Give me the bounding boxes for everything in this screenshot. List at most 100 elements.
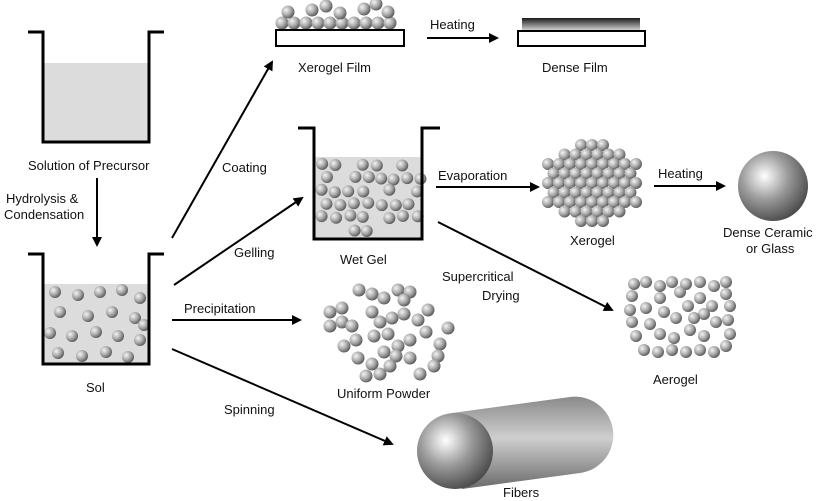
dense-ceramic-label-1: Dense Ceramic	[723, 225, 813, 240]
particle	[597, 215, 609, 227]
particle	[373, 315, 387, 329]
particle	[44, 327, 56, 339]
particle	[688, 312, 700, 324]
solution-label: Solution of Precursor	[28, 158, 150, 173]
uniform-powder-label: Uniform Powder	[337, 386, 431, 401]
particle	[558, 167, 571, 180]
particle	[580, 186, 593, 199]
particle	[569, 148, 582, 161]
particle	[441, 321, 455, 335]
particle	[553, 196, 565, 208]
particle	[694, 344, 706, 356]
particle	[383, 183, 396, 196]
particle	[287, 16, 301, 30]
particle	[315, 183, 328, 196]
particle	[348, 224, 361, 237]
particle	[138, 319, 150, 331]
particle	[352, 283, 366, 297]
particle	[575, 215, 587, 227]
particle	[569, 167, 582, 180]
particle	[684, 324, 696, 336]
particle	[305, 3, 319, 17]
particle	[580, 205, 593, 218]
particle	[389, 349, 403, 363]
particle	[315, 210, 328, 223]
particle	[547, 167, 560, 180]
particle	[377, 345, 391, 359]
particle	[564, 196, 576, 208]
particle	[333, 6, 347, 20]
particle	[106, 306, 118, 318]
particle	[371, 16, 385, 30]
particle	[90, 326, 102, 338]
particle	[553, 158, 565, 170]
coating-label: Coating	[222, 160, 267, 175]
aerogel-label: Aerogel	[653, 372, 698, 387]
particle	[100, 346, 112, 358]
particle	[385, 311, 399, 325]
spinning-arrow	[171, 348, 394, 446]
particle	[698, 330, 710, 342]
particle	[613, 205, 626, 218]
particle	[640, 276, 652, 288]
particle	[602, 186, 615, 199]
particle	[347, 16, 361, 30]
particle	[602, 148, 615, 161]
dense-film	[517, 18, 646, 47]
particle	[624, 167, 637, 180]
particle	[397, 307, 411, 321]
particle	[330, 211, 343, 224]
uniform-powder-particles	[323, 283, 455, 383]
particle	[694, 276, 706, 288]
particle	[628, 278, 640, 290]
particle	[370, 159, 383, 172]
particle	[356, 158, 369, 171]
particle	[383, 16, 397, 30]
particle	[654, 280, 666, 292]
particle	[383, 359, 397, 373]
supercritical-arrow	[437, 221, 614, 311]
particle	[396, 159, 409, 172]
particle	[542, 158, 554, 170]
particle	[360, 224, 373, 237]
particle	[602, 205, 615, 218]
particle	[586, 215, 598, 227]
particle	[580, 148, 593, 161]
particle	[323, 16, 337, 30]
particle	[638, 344, 650, 356]
particle	[377, 291, 391, 305]
particle	[411, 313, 425, 327]
particle	[564, 158, 576, 170]
particle	[630, 196, 642, 208]
particle	[316, 157, 329, 170]
particle	[72, 289, 84, 301]
particle	[674, 286, 686, 298]
particle	[387, 173, 400, 186]
particle	[619, 177, 631, 189]
particle	[337, 339, 351, 353]
particle	[654, 292, 666, 304]
particle	[134, 334, 146, 346]
particle	[720, 340, 732, 352]
wet-gel-particles	[315, 157, 427, 237]
particle	[624, 186, 637, 199]
particle	[722, 314, 734, 326]
particle	[347, 197, 360, 210]
spinning-label: Spinning	[224, 402, 275, 417]
particle	[334, 199, 347, 212]
particle	[630, 177, 642, 189]
particle	[381, 5, 395, 19]
coating-arrow	[171, 60, 273, 239]
particle	[613, 148, 626, 161]
particle	[76, 350, 88, 362]
precipitation-label: Precipitation	[184, 301, 256, 316]
particle	[602, 167, 615, 180]
particle	[344, 209, 357, 222]
particle	[134, 292, 146, 304]
particle	[311, 16, 325, 30]
particle	[391, 339, 405, 353]
particle	[652, 346, 664, 358]
particle	[357, 185, 370, 198]
particle	[542, 196, 554, 208]
particle	[342, 185, 355, 198]
